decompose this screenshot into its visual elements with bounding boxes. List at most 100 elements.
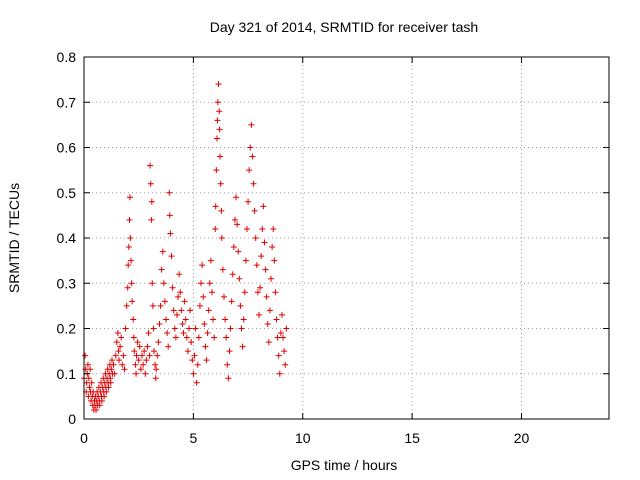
data-point (210, 316, 217, 323)
data-point (270, 225, 277, 232)
data-point (226, 348, 233, 355)
data-point (206, 280, 213, 287)
data-point (125, 244, 132, 251)
data-point (263, 293, 270, 300)
data-point (261, 239, 268, 246)
data-point (243, 225, 250, 232)
data-point (163, 316, 170, 323)
data-point (262, 266, 269, 273)
data-point (133, 352, 140, 359)
data-point (152, 375, 159, 382)
data-point (135, 357, 142, 364)
data-point (216, 126, 223, 133)
data-point (219, 266, 226, 273)
data-point (96, 402, 103, 409)
data-point (114, 330, 121, 337)
data-point (88, 379, 95, 386)
x-tick-label: 5 (189, 430, 197, 446)
data-point (166, 212, 173, 219)
x-tick-label: 10 (295, 430, 311, 446)
data-point (141, 348, 148, 355)
data-point (117, 343, 124, 350)
data-point (177, 289, 184, 296)
data-point (242, 257, 249, 264)
data-point (237, 302, 244, 309)
data-point (108, 366, 115, 373)
data-point (190, 370, 197, 377)
data-point (169, 284, 176, 291)
data-point (277, 330, 284, 337)
plot-frame (83, 56, 610, 420)
data-point (275, 352, 282, 359)
data-point (87, 366, 94, 373)
data-point (170, 307, 177, 314)
data-point (264, 320, 271, 327)
data-point (98, 397, 105, 404)
data-point (200, 293, 207, 300)
data-point (182, 316, 189, 323)
data-point (171, 325, 178, 332)
data-point (203, 357, 210, 364)
data-points (81, 81, 290, 413)
data-point (193, 379, 200, 386)
data-point (155, 339, 162, 346)
data-point (165, 343, 172, 350)
data-point (202, 343, 209, 350)
data-point (128, 257, 135, 264)
data-point (176, 271, 183, 278)
data-point (222, 316, 229, 323)
y-axis-label: SRMTID / TECUs (6, 183, 22, 293)
data-point (268, 275, 275, 282)
data-point (130, 316, 137, 323)
data-point (175, 293, 182, 300)
data-point (212, 225, 219, 232)
data-point (110, 361, 117, 368)
data-point (148, 216, 155, 223)
data-point (194, 361, 201, 368)
data-point (160, 280, 167, 287)
data-point (84, 361, 91, 368)
data-point (133, 370, 140, 377)
data-point (212, 203, 219, 210)
data-point (238, 325, 245, 332)
data-point (111, 370, 118, 377)
data-point (120, 352, 127, 359)
y-tick-labels: 0 0.1 0.2 0.3 0.4 0.5 0.6 0.7 0.8 (57, 49, 77, 427)
data-point (231, 216, 238, 223)
data-point (180, 330, 187, 337)
data-point (258, 253, 265, 260)
data-point (173, 311, 180, 318)
data-point (138, 352, 145, 359)
data-point (142, 370, 149, 377)
data-point (145, 330, 152, 337)
data-point (178, 307, 185, 314)
data-point (256, 311, 262, 318)
data-point (195, 334, 202, 341)
data-point (122, 325, 129, 332)
data-point (188, 339, 195, 346)
data-point (213, 167, 220, 174)
data-point (147, 162, 154, 169)
x-tick-labels: 0 5 10 15 20 (80, 430, 529, 446)
data-point (251, 207, 258, 214)
y-tick-label: 0 (68, 411, 76, 427)
data-point (113, 339, 120, 346)
data-point (109, 357, 115, 364)
data-point (103, 388, 110, 395)
data-point (246, 167, 253, 174)
data-point (273, 316, 280, 323)
y-tick-label: 0.8 (57, 49, 77, 65)
data-point (216, 108, 223, 115)
y-tick-label: 0.7 (57, 94, 77, 110)
data-point (233, 194, 240, 201)
data-point (101, 393, 108, 400)
data-point (119, 361, 126, 368)
y-tick-label: 0.1 (57, 366, 77, 382)
data-point (136, 343, 143, 350)
data-point (159, 248, 166, 255)
data-point (112, 352, 119, 359)
data-point (199, 262, 206, 269)
data-point (126, 216, 133, 223)
data-point (214, 99, 221, 106)
data-point (130, 334, 137, 341)
